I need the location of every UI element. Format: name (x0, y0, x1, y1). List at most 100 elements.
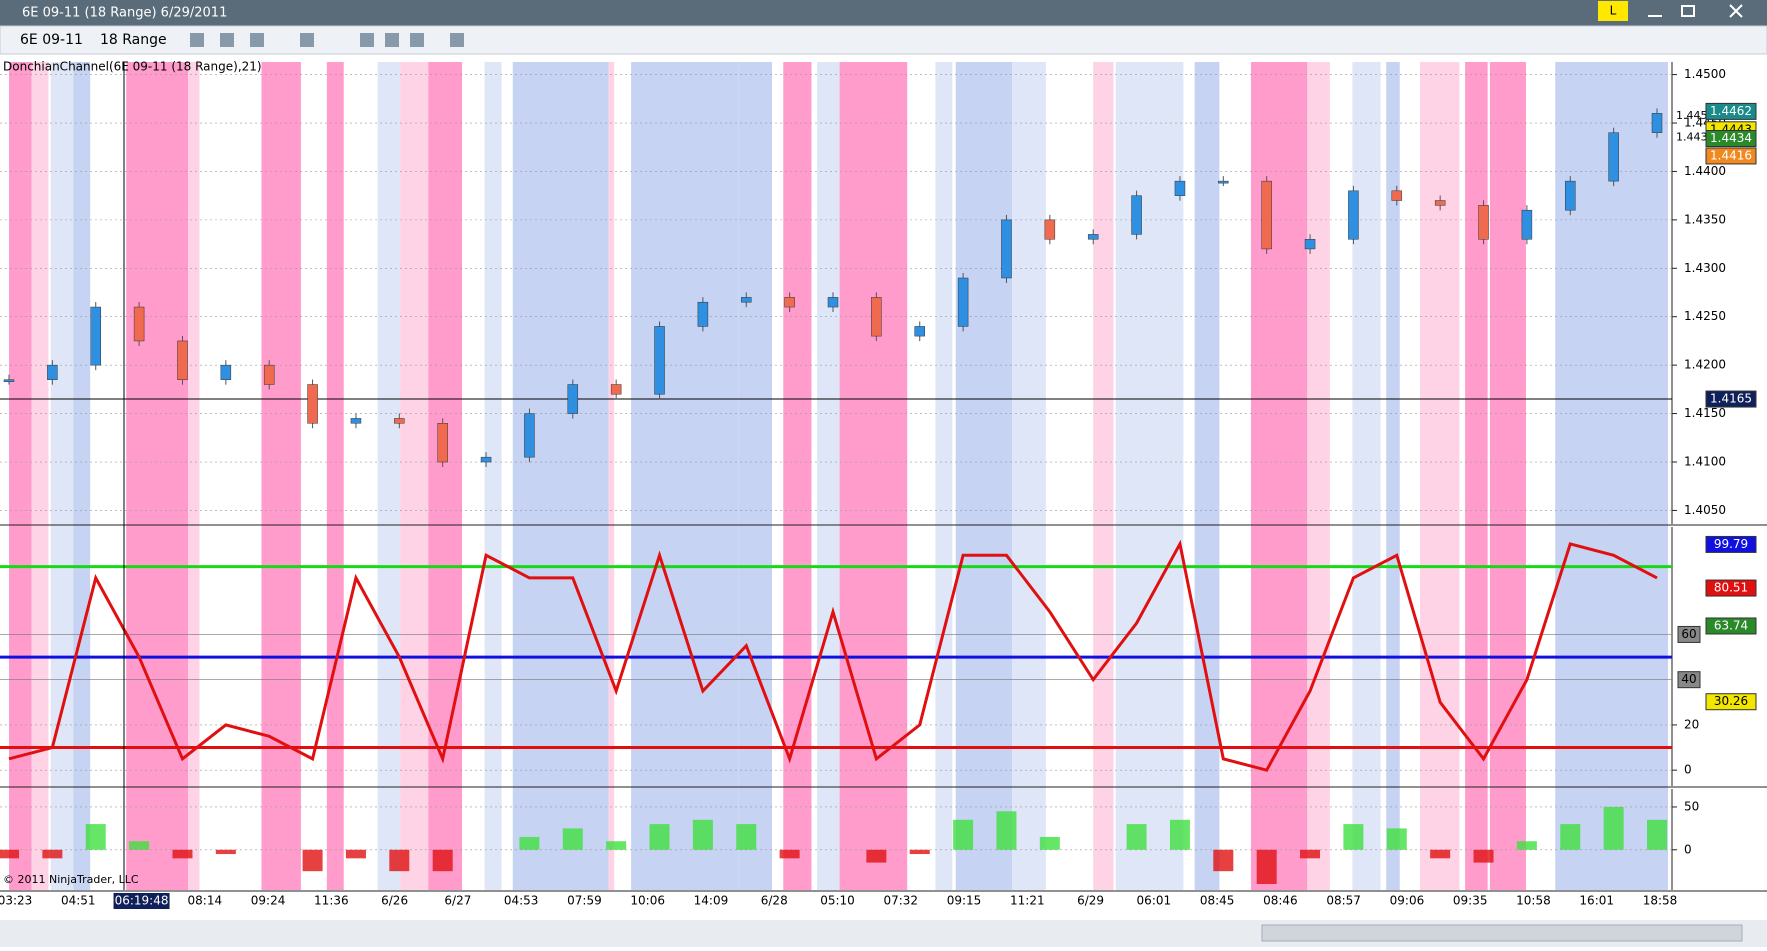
candle (1521, 209, 1533, 240)
y-tick-label: 1.4050 (1684, 503, 1726, 517)
y-tick-label: 1.4200 (1684, 358, 1726, 372)
candle (697, 301, 709, 327)
hist-bar (1603, 806, 1624, 850)
hist-bar (736, 824, 757, 850)
stripe (400, 62, 429, 890)
background-stripes (9, 62, 1668, 890)
y-tick-label: 1.4500 (1684, 67, 1726, 81)
level-tag (1677, 625, 1701, 643)
stripe (188, 62, 200, 890)
x-tick-label: 04:53 (504, 894, 539, 908)
candle (1261, 180, 1272, 250)
candle (1044, 219, 1056, 240)
stripe (73, 62, 91, 890)
value-tag-text: 80.51 (1714, 581, 1748, 595)
x-tick-label: 07:59 (567, 894, 602, 908)
x-tick-label: 04:51 (61, 894, 96, 908)
candle (394, 418, 405, 424)
stripe (261, 62, 301, 890)
stripe (326, 62, 344, 890)
hist-bar (85, 824, 106, 850)
value-tag-text: 63.74 (1714, 618, 1748, 632)
x-tick-label: 6/27 (444, 894, 471, 908)
title-bar (0, 0, 1767, 26)
badge-text: L (1610, 4, 1617, 18)
scrollbar-thumb[interactable] (1261, 924, 1743, 942)
candle (350, 418, 362, 424)
hist-bar (909, 849, 930, 855)
x-tick-label: 6/29 (1077, 894, 1104, 908)
x-tick-label: 03:23 (0, 894, 32, 908)
candle (914, 326, 925, 337)
x-tick-label: 09:35 (1453, 894, 1488, 908)
stripe (839, 62, 908, 890)
candle (1001, 219, 1012, 279)
x-tick-label: 11:36 (314, 894, 349, 908)
stripe (126, 62, 189, 890)
cursor-label-bg (113, 893, 170, 909)
stripe (9, 62, 32, 890)
x-tick-label: 18:58 (1643, 894, 1678, 908)
candle (1478, 205, 1489, 240)
candle (1391, 190, 1403, 201)
x-tick-label: 10:58 (1516, 894, 1551, 908)
candle (524, 413, 535, 458)
hist-bar (1386, 828, 1407, 850)
hist-bar (1300, 849, 1321, 859)
x-tick-label: 07:32 (883, 894, 918, 908)
hist-bar (1256, 849, 1277, 885)
stripe (1250, 62, 1308, 890)
candle (741, 297, 752, 303)
x-tick-label: 14:09 (694, 894, 729, 908)
value-tag-text: 1.4165 (1710, 392, 1752, 406)
candle (3, 379, 15, 382)
x-tick-label: 11:21 (1010, 894, 1045, 908)
candle (1131, 195, 1142, 235)
x-tick-label: 09:15 (947, 894, 982, 908)
instrument-select[interactable]: 6E 09-11 (20, 32, 83, 48)
y-tick-label: 20 (1684, 717, 1699, 731)
candle (654, 326, 665, 395)
value-tag-text: 30.26 (1714, 694, 1748, 708)
value-tag (1705, 693, 1757, 711)
y-tick-label: 0 (1684, 842, 1692, 856)
value-tag (1705, 390, 1757, 408)
stripe (1307, 62, 1330, 890)
stripe (1420, 62, 1460, 890)
hist-bar (432, 849, 453, 872)
level-tag-text: 60 (1681, 627, 1696, 641)
price-label: 1.4457 (1676, 109, 1715, 122)
price-label: 1.4435 (1676, 131, 1715, 144)
period-select[interactable]: 18 Range (100, 32, 167, 48)
candle (1087, 234, 1099, 240)
candle (1174, 180, 1186, 196)
toolbar-icons[interactable] (190, 33, 464, 47)
stripe (377, 62, 401, 890)
candle (177, 340, 188, 380)
hist-bar (1213, 849, 1234, 872)
value-tag-text: 1.4434 (1710, 131, 1752, 145)
value-tag (1705, 102, 1757, 120)
hist-bar (996, 811, 1017, 850)
stripe (428, 62, 463, 890)
x-tick-label: 09:24 (251, 894, 286, 908)
y-tick-label: 0 (1684, 763, 1692, 777)
value-tag (1705, 535, 1757, 553)
hist-bar (302, 849, 323, 872)
stripe (1012, 62, 1046, 890)
hist-bar (1169, 819, 1190, 850)
candle (437, 423, 448, 463)
value-tag (1705, 130, 1757, 148)
badge[interactable] (1598, 1, 1628, 21)
stripe (1115, 62, 1184, 890)
hist-bar (1560, 824, 1581, 850)
window-controls[interactable] (1648, 4, 1743, 18)
hist-bar (389, 849, 410, 872)
value-tag-text: 1.4462 (1710, 104, 1752, 118)
candle (133, 306, 145, 342)
hist-bar (1039, 836, 1060, 850)
stripe (50, 62, 74, 890)
x-tick-label: 08:57 (1326, 894, 1361, 908)
